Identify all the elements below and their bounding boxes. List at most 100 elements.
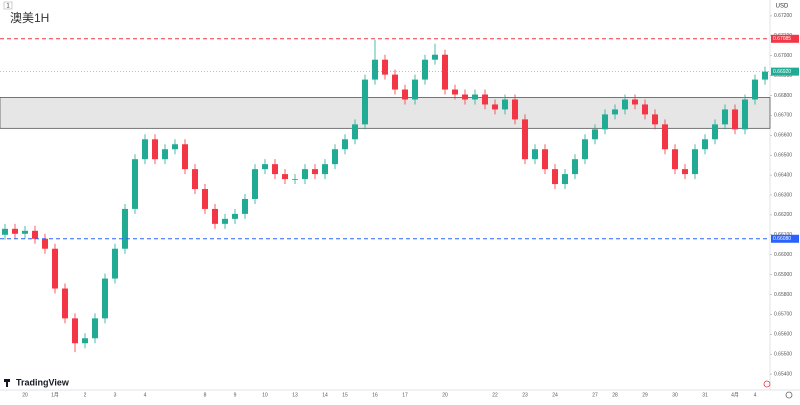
x-tick-label: 4月 [731,392,739,398]
candle-body [722,109,728,125]
brand: TradingView [16,377,70,387]
candle-body [412,79,418,100]
candle-body [652,114,658,125]
candle-body [202,189,208,209]
candle-body [532,149,538,160]
candle-body [242,198,248,214]
x-tick-label: 30 [672,392,678,398]
x-tick-label: 29 [642,392,648,398]
candle-body [682,169,688,175]
last-price-box [771,67,799,76]
candle-body [152,139,158,160]
candle-body [382,59,388,75]
candle-body [632,99,638,105]
y-tick-label: 0.65700 [774,312,792,318]
x-tick-label: 8 [204,392,207,398]
x-tick-label: 13 [292,392,298,398]
x-tick-label: 16 [372,392,378,398]
candle-body [512,99,518,120]
candle-body [752,79,758,100]
x-tick-label: 20 [442,392,448,398]
candle-body [32,230,38,239]
candle-body [742,99,748,130]
candle-body [322,164,328,175]
y-tick-label: 0.66500 [774,153,792,159]
settings-icon[interactable] [785,391,793,399]
candle-body [352,124,358,140]
candle-body [662,124,668,150]
candle-body [22,230,28,234]
x-tick-label: 1月 [51,392,59,398]
x-tick-label: 17 [402,392,408,398]
candle-body [72,318,78,344]
x-tick-label: 24 [552,392,558,398]
candle-body [712,124,718,140]
candle-body [332,149,338,165]
candle-body [522,119,528,160]
candle-body [392,74,398,90]
candle-body [702,139,708,150]
candle-body [552,169,558,185]
x-tick-label: 9 [234,392,237,398]
candle-body [112,248,118,279]
candle-body [302,169,308,180]
candle-body [482,94,488,105]
x-tick-label: 10 [262,392,268,398]
level-label: 0.67085 [773,36,791,42]
y-tick-label: 0.66900 [774,73,792,79]
candle-body [12,228,18,234]
x-tick-label: 23 [522,392,528,398]
y-tick-label: 0.66800 [774,93,792,99]
candle-body [362,79,368,125]
candle-body [2,228,8,235]
y-tick-label: 0.66200 [774,212,792,218]
candle-body [732,109,738,130]
x-tick-label: 31 [702,392,708,398]
last-price-label: 0.66920 [773,69,791,75]
badge-box [3,1,13,10]
y-tick-label: 0.66700 [774,113,792,119]
candle-body [762,71,768,80]
candle-body [42,238,48,249]
candle-body [582,139,588,160]
candle-body [162,149,168,160]
candle-body [312,169,318,175]
candle-body [672,149,678,170]
brand-logo [4,379,10,387]
candle-body [222,218,228,224]
y-tick-label: 0.67000 [774,53,792,59]
alert-icon [763,380,771,388]
candle-body [62,288,68,319]
symbol-badge: 1 [6,4,10,10]
candle-body [292,179,298,180]
candle-body [142,139,148,160]
candle-body [592,129,598,140]
x-tick-label: 15 [342,392,348,398]
zone [0,97,771,129]
candle-body [622,99,628,110]
level-label: 0.66080 [773,236,791,242]
candle-body [612,109,618,115]
x-tick-label: 22 [492,392,498,398]
y-tick-label: 0.66600 [774,133,792,139]
candle-body [492,104,498,110]
y-tick-label: 0.65800 [774,292,792,298]
candle-body [232,213,238,219]
candle-body [472,94,478,100]
candle-body [452,89,458,95]
candle-body [262,164,268,170]
currency: USD [776,4,789,10]
candle-body [92,318,98,339]
candle-body [442,54,448,90]
candle-body [172,144,178,150]
candle-body [572,159,578,175]
candle-body [642,104,648,115]
x-tick-label: 28 [612,392,618,398]
x-tick-label: 27 [592,392,598,398]
candle-body [432,54,438,60]
y-tick-label: 0.65900 [774,272,792,278]
candle-body [402,89,408,100]
